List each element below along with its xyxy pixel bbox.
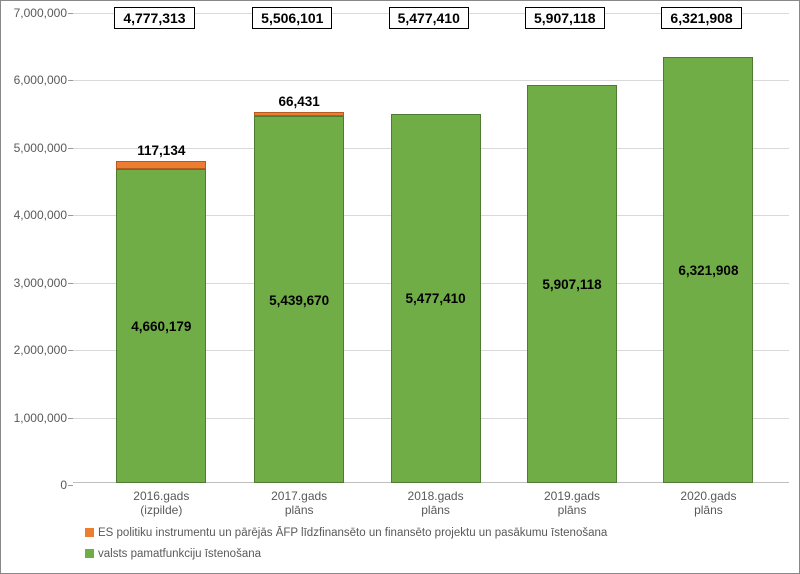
bar-group: 5,439,670 66,431 xyxy=(254,11,344,483)
bar-value-orange: 117,134 xyxy=(116,143,206,158)
bar-group: 4,660,179 117,134 xyxy=(116,11,206,483)
bar-segment-orange xyxy=(254,112,344,116)
x-tick-label: 2016.gads(izpilde) xyxy=(101,489,221,517)
legend-label-orange: ES politiku instrumentu un pārējās ĀFP l… xyxy=(98,525,607,542)
legend-item-orange: ES politiku instrumentu un pārējās ĀFP l… xyxy=(85,525,789,542)
bar-group: 6,321,908 xyxy=(663,11,753,483)
x-tick-label: 2018.gadsplāns xyxy=(376,489,496,517)
y-tick-label: 2,000,000 xyxy=(5,343,67,357)
y-tick-label: 0 xyxy=(5,478,67,492)
total-box: 5,506,101 xyxy=(252,7,332,29)
y-tick-label: 6,000,000 xyxy=(5,73,67,87)
y-tick-label: 1,000,000 xyxy=(5,411,67,425)
y-tick-label: 3,000,000 xyxy=(5,276,67,290)
bar-group: 5,477,410 xyxy=(391,11,481,483)
bar-value-green: 5,439,670 xyxy=(254,293,344,308)
x-tick-label: 2019.gadsplāns xyxy=(512,489,632,517)
y-tick-label: 4,000,000 xyxy=(5,208,67,222)
y-tick-label: 7,000,000 xyxy=(5,6,67,20)
legend: ES politiku instrumentu un pārējās ĀFP l… xyxy=(85,525,789,568)
legend-swatch-orange xyxy=(85,528,94,537)
legend-item-green: valsts pamatfunkciju īstenošana xyxy=(85,546,789,563)
total-box: 5,907,118 xyxy=(525,7,605,29)
stacked-bar-chart: 0 1,000,000 2,000,000 3,000,000 4,000,000 5,0… xyxy=(0,0,800,574)
y-tick-mark xyxy=(68,485,73,486)
legend-label-green: valsts pamatfunkciju īstenošana xyxy=(98,546,261,563)
plot-area: 4,660,179 117,134 5,439,670 66,431 5,477,410… xyxy=(73,13,789,483)
total-box: 4,777,313 xyxy=(114,7,194,29)
bar-value-green: 5,477,410 xyxy=(391,291,481,306)
y-tick-label: 5,000,000 xyxy=(5,141,67,155)
legend-swatch-green xyxy=(85,549,94,558)
total-box: 5,477,410 xyxy=(389,7,469,29)
bar-value-green: 4,660,179 xyxy=(116,319,206,334)
bar-value-green: 5,907,118 xyxy=(527,277,617,292)
bar-segment-orange xyxy=(116,161,206,169)
x-tick-label: 2020.gadsplāns xyxy=(648,489,768,517)
total-box: 6,321,908 xyxy=(661,7,741,29)
bar-value-orange: 66,431 xyxy=(254,94,344,109)
x-tick-label: 2017.gadsplāns xyxy=(239,489,359,517)
bar-value-green: 6,321,908 xyxy=(663,263,753,278)
bar-group: 5,907,118 xyxy=(527,11,617,483)
